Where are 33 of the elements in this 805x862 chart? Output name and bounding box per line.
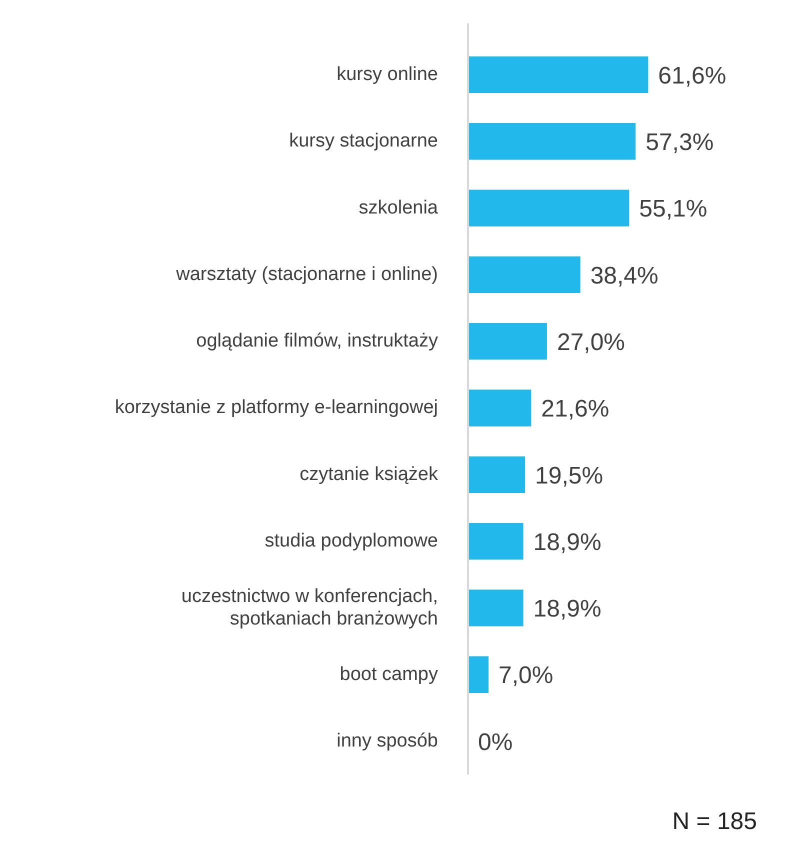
y-tick-label: korzystanie z platformy e-learningowej <box>114 397 438 418</box>
y-tick-label: inny sposób <box>336 730 438 752</box>
bar <box>468 522 524 560</box>
bar <box>468 656 488 693</box>
bar <box>468 590 524 626</box>
y-tick-label: studia podyplomowe <box>264 530 438 552</box>
y-tick-label: kursy stacjonarne <box>289 130 438 152</box>
data-label: 27,0% <box>556 328 626 356</box>
y-tick-label: warsztaty (stacjonarne i online) <box>175 264 438 285</box>
bar <box>468 256 580 294</box>
data-label: 19,5% <box>535 462 604 490</box>
data-label: 38,4% <box>590 262 658 290</box>
data-label: 61,6% <box>658 62 726 90</box>
data-label: 55,1% <box>639 196 708 223</box>
y-tick-label: szkolenia <box>358 197 438 218</box>
bar <box>468 390 532 426</box>
data-label: 18,9% <box>533 528 602 556</box>
y-tick-label: czytanie książek <box>300 464 438 485</box>
bar <box>468 190 630 226</box>
data-label: 57,3% <box>646 129 714 156</box>
bar <box>468 123 636 160</box>
bar <box>468 323 547 360</box>
data-label: 7,0% <box>498 662 554 690</box>
data-label: 0% <box>478 728 513 756</box>
y-tick-label: boot campy <box>340 664 438 685</box>
bar <box>468 456 526 493</box>
data-label: 21,6% <box>541 396 610 423</box>
y-tick-label: kursy online <box>336 64 438 85</box>
y-tick-label: uczestnictwo w konferencjach, spotkaniach branżowych <box>181 586 438 630</box>
data-label: 18,9% <box>533 596 602 623</box>
text: N = 185 <box>671 808 758 836</box>
y-tick-label: oglądanie filmów, instruktaży <box>196 330 438 352</box>
bar <box>468 56 648 94</box>
